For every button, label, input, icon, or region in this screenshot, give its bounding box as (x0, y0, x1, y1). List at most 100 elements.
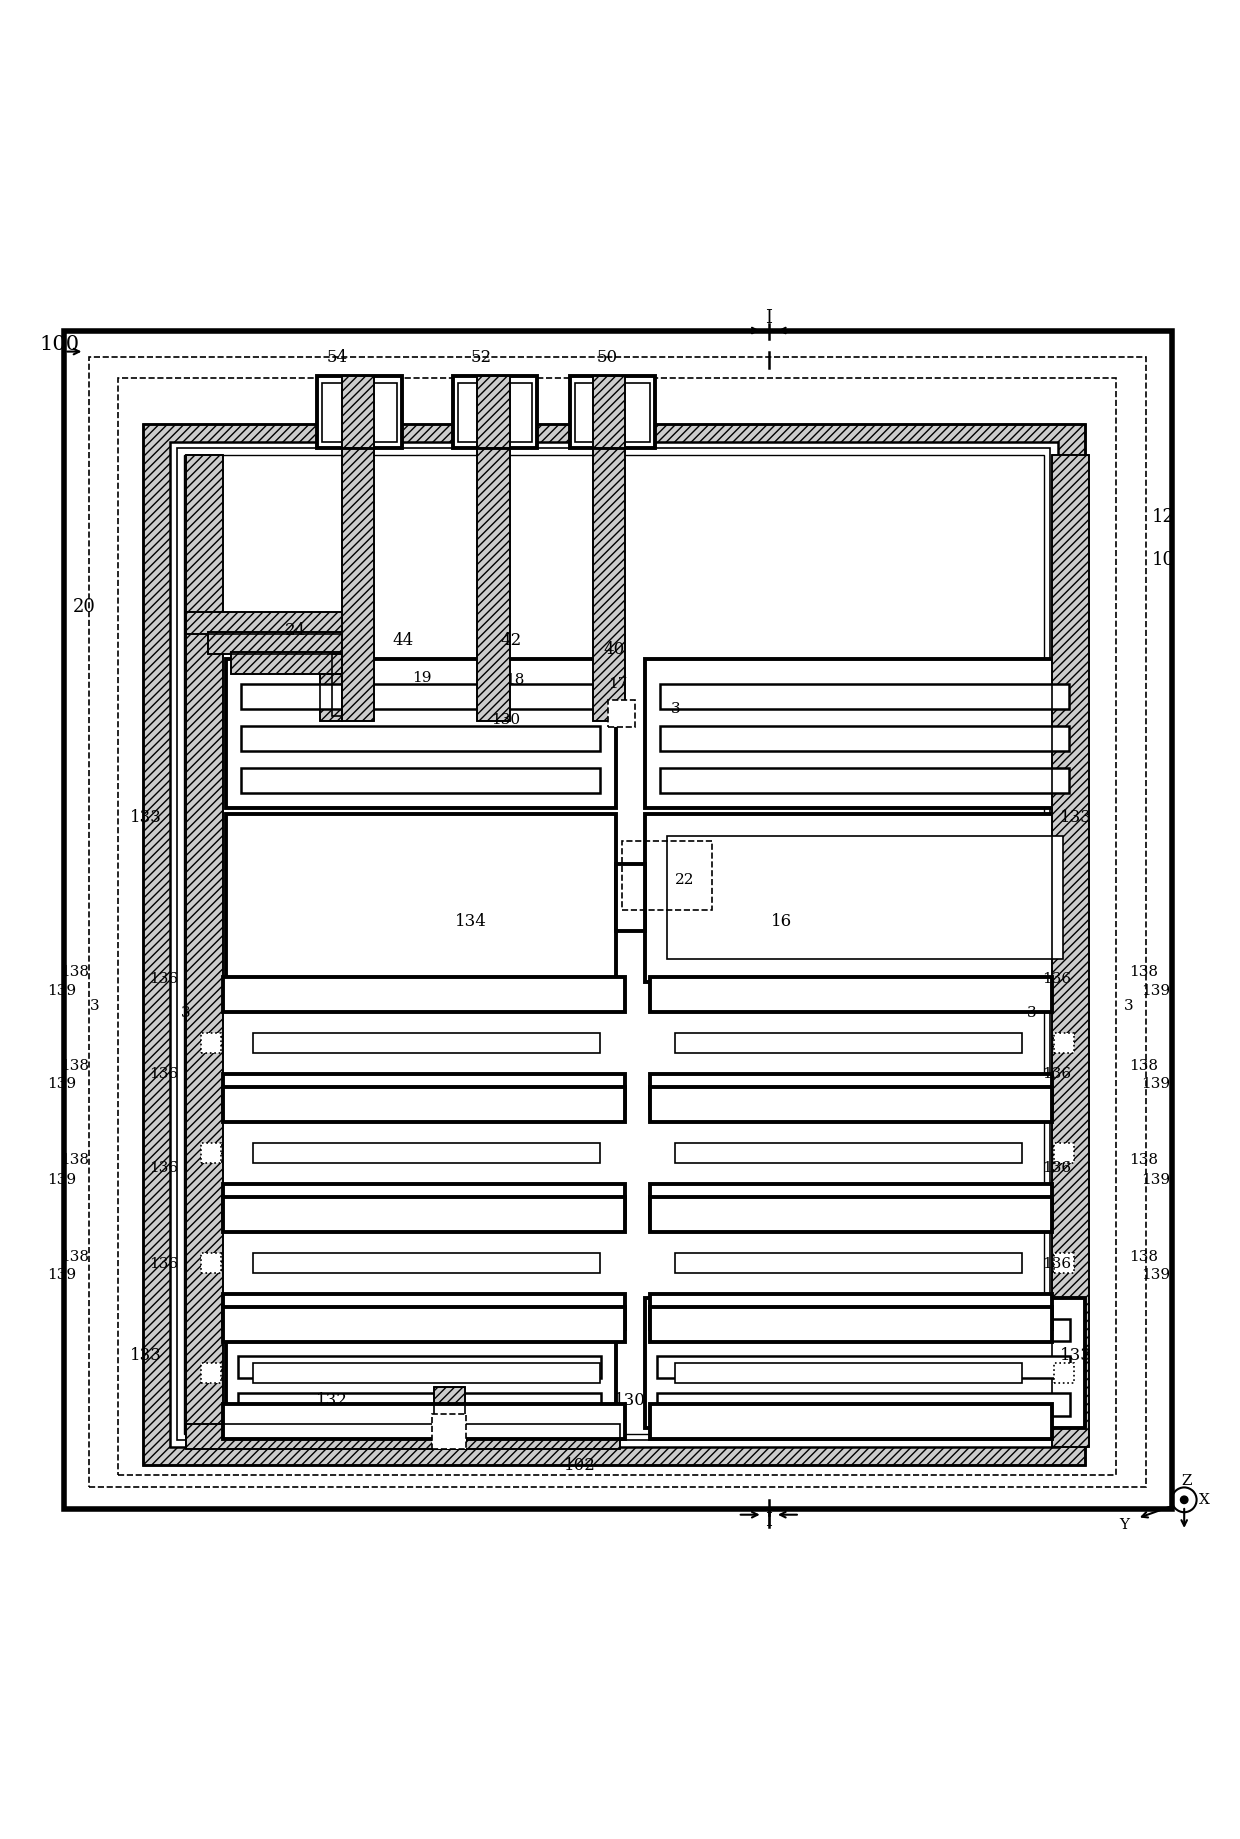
Bar (241, 726, 600, 750)
Text: 139: 139 (47, 1173, 77, 1186)
Bar (477, 449, 510, 721)
Bar (186, 1423, 620, 1449)
Text: 133: 133 (130, 809, 162, 826)
Text: 3: 3 (181, 1006, 191, 1019)
Text: 3: 3 (1123, 999, 1133, 1013)
Bar (453, 377, 537, 449)
Text: 42: 42 (500, 633, 522, 649)
Bar (645, 658, 1085, 807)
Text: 24: 24 (284, 622, 306, 640)
Text: 100: 100 (40, 335, 79, 353)
Text: 139: 139 (47, 984, 77, 999)
Text: 138: 138 (60, 1251, 89, 1263)
Bar (616, 864, 645, 931)
Bar (226, 1298, 616, 1427)
Bar (342, 449, 374, 721)
Bar (186, 454, 223, 1447)
Bar (238, 1319, 601, 1341)
Bar (1054, 1252, 1074, 1273)
Bar (657, 1394, 1070, 1416)
Text: 139: 139 (47, 1269, 77, 1282)
Bar (226, 658, 616, 807)
Bar (223, 1403, 625, 1438)
Bar (667, 837, 1063, 960)
Text: 136: 136 (1042, 973, 1071, 986)
Bar (593, 377, 625, 449)
Bar (322, 383, 397, 441)
Bar (223, 1184, 625, 1219)
Text: 136: 136 (1042, 1258, 1071, 1271)
Text: 136: 136 (149, 1160, 179, 1175)
Bar (675, 1142, 1022, 1162)
Text: I: I (765, 309, 773, 327)
Bar (223, 1074, 625, 1109)
Bar (675, 1363, 1022, 1383)
Text: 139: 139 (1141, 984, 1171, 999)
Bar (650, 1308, 1052, 1342)
Text: 54: 54 (326, 349, 348, 366)
Bar (477, 377, 510, 449)
Text: 136: 136 (1042, 1160, 1071, 1175)
Bar (342, 377, 374, 449)
Bar (650, 1087, 1052, 1122)
Bar (575, 383, 650, 441)
Bar (118, 377, 1116, 1475)
Text: 133: 133 (130, 1348, 162, 1365)
Text: 52: 52 (470, 349, 492, 366)
Bar (1052, 454, 1089, 1447)
Text: 136: 136 (149, 973, 179, 986)
Bar (320, 673, 342, 721)
Bar (223, 1087, 625, 1122)
Text: 139: 139 (47, 1078, 77, 1091)
Text: 138: 138 (1128, 965, 1158, 978)
Bar (201, 1034, 221, 1052)
Text: 17: 17 (608, 677, 627, 691)
Bar (170, 441, 1058, 1447)
Bar (201, 1142, 221, 1162)
Bar (622, 842, 712, 910)
Text: I: I (765, 1512, 773, 1530)
Bar (223, 1308, 625, 1342)
Bar (650, 977, 1052, 1011)
Bar (186, 612, 370, 634)
Bar (593, 449, 625, 721)
Bar (332, 655, 355, 715)
Bar (186, 1423, 620, 1449)
Bar (675, 1034, 1022, 1052)
Text: 136: 136 (1042, 1067, 1071, 1081)
Bar (477, 377, 510, 449)
Text: 138: 138 (60, 1153, 89, 1168)
Bar (458, 383, 532, 441)
Circle shape (1180, 1497, 1188, 1504)
Bar (342, 449, 374, 721)
Bar (238, 1355, 601, 1377)
Bar (570, 377, 655, 449)
Text: 136: 136 (149, 1067, 179, 1081)
Bar (241, 769, 600, 793)
Text: 102: 102 (564, 1456, 596, 1473)
Bar (477, 449, 510, 721)
Bar (186, 612, 370, 634)
Bar (650, 1403, 1052, 1438)
Bar (1054, 1034, 1074, 1052)
Bar (64, 331, 1172, 1508)
Bar (1054, 1142, 1074, 1162)
Bar (347, 634, 370, 712)
Text: 130: 130 (491, 714, 521, 726)
Bar (593, 449, 625, 721)
Text: Z: Z (1182, 1475, 1192, 1488)
Text: 136: 136 (149, 1258, 179, 1271)
Bar (253, 1252, 600, 1273)
Bar (660, 684, 1069, 708)
Text: 139: 139 (1141, 1269, 1171, 1282)
Bar (208, 633, 355, 655)
Bar (186, 454, 223, 1447)
Bar (1054, 1363, 1074, 1383)
Bar (223, 1295, 625, 1328)
Text: 138: 138 (1128, 1059, 1158, 1072)
Bar (253, 1142, 600, 1162)
Bar (608, 701, 635, 726)
Text: 138: 138 (1128, 1153, 1158, 1168)
Text: 138: 138 (60, 1059, 89, 1072)
Bar (675, 1252, 1022, 1273)
